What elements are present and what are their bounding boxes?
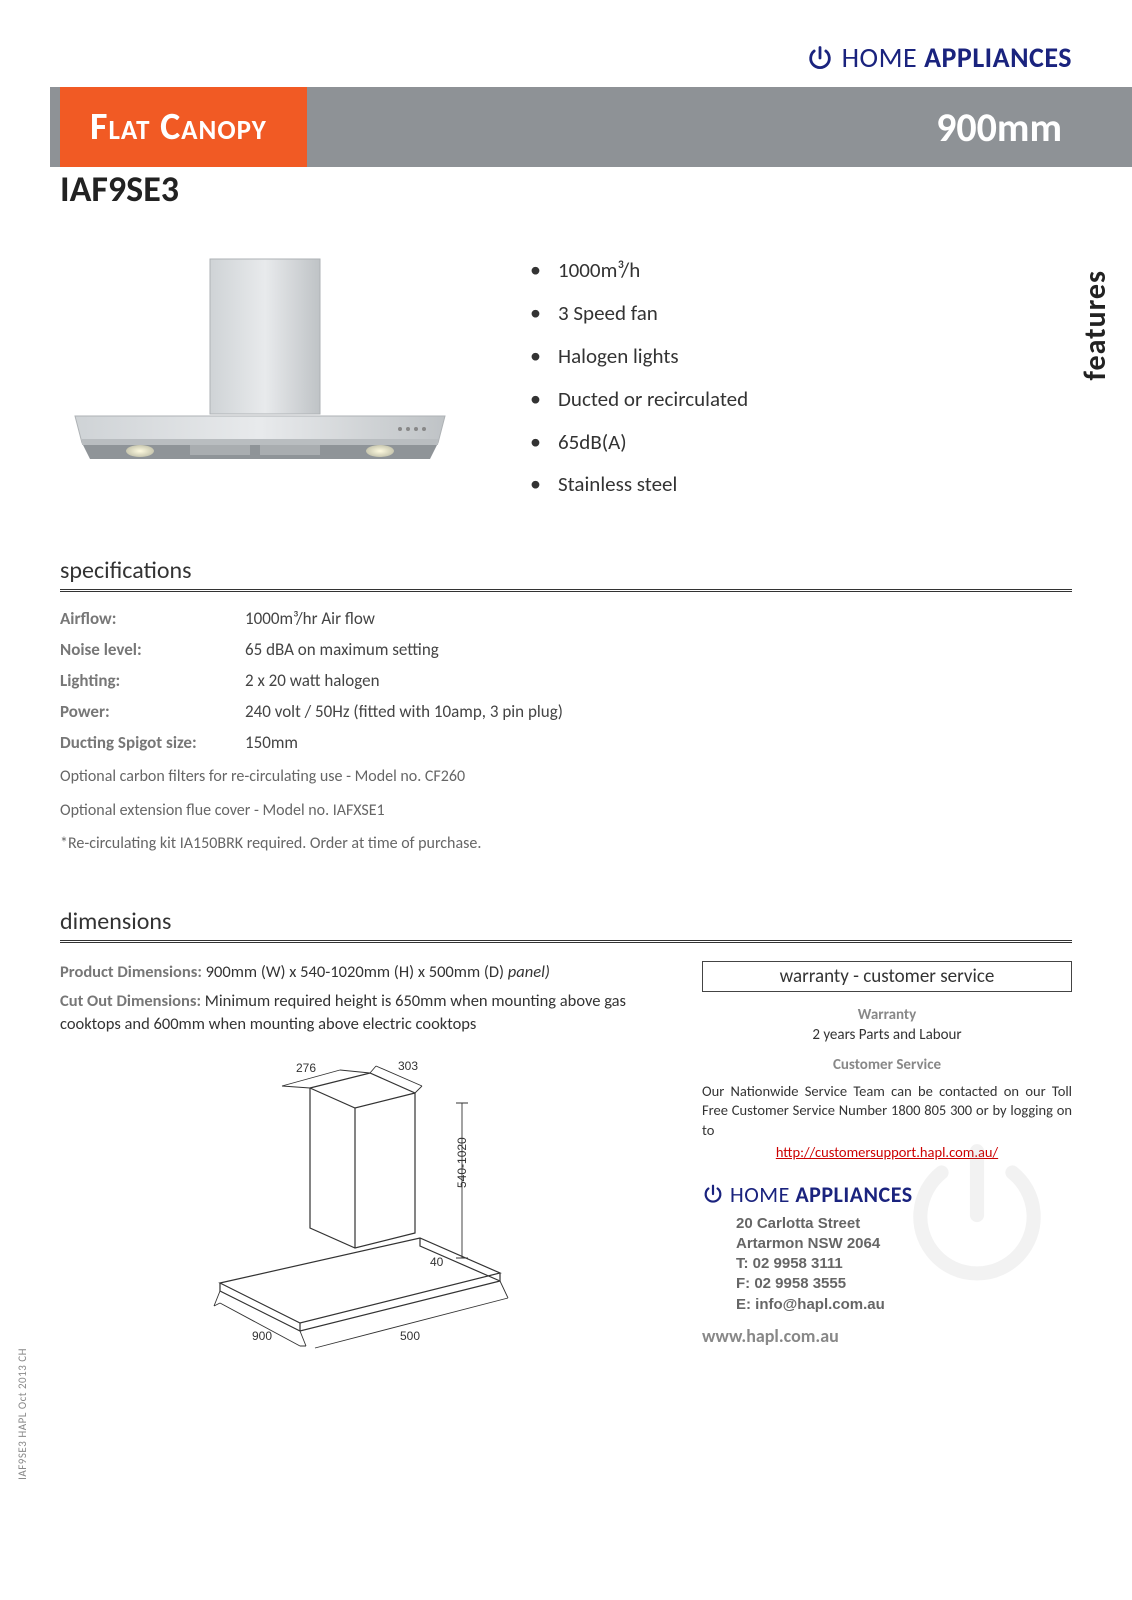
warranty-box-title: warranty - customer service: [702, 961, 1072, 992]
website: www.hapl.com.au: [702, 1325, 1072, 1347]
power-icon: [806, 44, 834, 72]
spec-note: *Re-circulating kit IA150BRK required. O…: [60, 830, 1072, 857]
addr-line2: Artarmon NSW 2064: [736, 1234, 1072, 1254]
feature-item: Ducted or recirculated: [530, 378, 1072, 421]
specifications-heading: specifications: [60, 556, 1072, 592]
hero-column: [60, 241, 500, 481]
feature-item: Stainless steel: [530, 463, 1072, 506]
diagram-hood-d: 500: [400, 1329, 420, 1343]
cs-body: Our Nationwide Service Team can be conta…: [702, 1082, 1072, 1141]
brand-text: HOME APPLIANCES: [842, 40, 1072, 75]
feature-list: 1000m³/h 3 Speed fan Halogen lights Duct…: [530, 249, 1072, 506]
footer-brand: HOME APPLIANCES: [702, 1181, 1072, 1208]
model-code: IAF9SE3: [60, 167, 1072, 211]
warranty-column: warranty - customer service Warranty 2 y…: [702, 961, 1072, 1347]
dimensions-diagram: 276 303 900 500 40 540-1020: [170, 1048, 640, 1373]
category-label: Flat Canopy: [60, 87, 307, 167]
feature-item: 1000m³/h: [530, 249, 1072, 292]
doc-code: IAF9SE3 HAPL Oct 2013 CH: [16, 1348, 29, 1480]
spec-value: 150mm: [245, 732, 298, 753]
product-dim-italic: panel): [508, 962, 550, 982]
warranty-subheading: Warranty: [702, 1006, 1072, 1024]
diagram-flue-d: 303: [398, 1059, 418, 1073]
diagram-lip: 40: [430, 1255, 444, 1269]
product-dim-value: 900mm (W) x 540-1020mm (H) x 500mm (D): [206, 962, 504, 982]
feature-item: 65dB(A): [530, 421, 1072, 464]
spec-value: 65 dBA on maximum setting: [245, 639, 439, 660]
spec-label: Power:: [60, 701, 245, 722]
dimensions-block: Product Dimensions: 900mm (W) x 540-1020…: [60, 961, 1072, 1373]
spec-label: Airflow:: [60, 608, 245, 629]
spec-label: Ducting Spigot size:: [60, 732, 245, 753]
features-column: 1000m³/h 3 Speed fan Halogen lights Duct…: [500, 241, 1072, 506]
spec-value: 2 x 20 watt halogen: [245, 670, 380, 691]
warranty-value: 2 years Parts and Labour: [702, 1026, 1072, 1044]
footer-brand-text: HOME APPLIANCES: [730, 1181, 913, 1208]
dimensions-text: Product Dimensions: 900mm (W) x 540-1020…: [60, 961, 640, 1373]
brand-part2: APPLIANCES: [795, 1181, 912, 1208]
brand-part1: HOME: [730, 1181, 790, 1208]
spec-value: 1000m³/hr Air flow: [245, 608, 375, 629]
cutout-dim-label: Cut Out Dimensions:: [60, 991, 201, 1011]
addr-line1: 20 Carlotta Street: [736, 1214, 1072, 1234]
product-illustration: [60, 251, 460, 481]
category-bar: Flat Canopy 900mm: [50, 87, 1132, 167]
features-vertical-label: features: [1077, 270, 1114, 381]
diagram-height: 540-1020: [455, 1137, 469, 1188]
cs-subheading: Customer Service: [702, 1056, 1072, 1074]
brand-part1: HOME: [842, 40, 918, 75]
size-label: 900mm: [936, 103, 1062, 152]
addr-email: E: info@hapl.com.au: [736, 1295, 1072, 1315]
cs-link[interactable]: http://customersupport.hapl.com.au/: [702, 1143, 1072, 1161]
brand-part2: APPLIANCES: [924, 40, 1072, 75]
spec-value: 240 volt / 50Hz (fitted with 10amp, 3 pi…: [245, 701, 563, 722]
addr-fax: F: 02 9958 3555: [736, 1274, 1072, 1294]
addr-tel: T: 02 9958 3111: [736, 1254, 1072, 1274]
spec-label: Lighting:: [60, 670, 245, 691]
contact-address: 20 Carlotta Street Artarmon NSW 2064 T: …: [702, 1214, 1072, 1315]
model-section: IAF9SE3: [60, 167, 1072, 506]
power-icon: [702, 1183, 724, 1205]
diagram-hood-w: 900: [252, 1329, 272, 1343]
spec-table: Airflow:1000m³/hr Air flow Noise level:6…: [60, 608, 1072, 857]
feature-item: 3 Speed fan: [530, 292, 1072, 335]
dimensions-heading: dimensions: [60, 907, 1072, 943]
spec-label: Noise level:: [60, 639, 245, 660]
feature-item: Halogen lights: [530, 335, 1072, 378]
product-dim-label: Product Dimensions:: [60, 962, 202, 982]
spec-note: Optional extension flue cover - Model no…: [60, 797, 1072, 824]
diagram-flue-w: 276: [296, 1061, 316, 1075]
brand-header: HOME APPLIANCES: [60, 40, 1072, 75]
spec-note: Optional carbon filters for re-circulati…: [60, 763, 1072, 790]
